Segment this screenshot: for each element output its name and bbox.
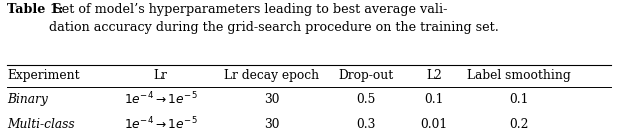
Text: L2: L2	[426, 69, 442, 82]
Text: 0.1: 0.1	[509, 93, 528, 106]
Text: Label smoothing: Label smoothing	[467, 69, 570, 82]
Text: Binary: Binary	[7, 93, 48, 106]
Text: 0.5: 0.5	[356, 93, 376, 106]
Text: 30: 30	[264, 118, 279, 131]
Text: 0.2: 0.2	[509, 118, 528, 131]
Text: 0.1: 0.1	[424, 93, 444, 106]
Text: Lr: Lr	[153, 69, 167, 82]
Text: $1e^{-4} \rightarrow 1e^{-5}$: $1e^{-4} \rightarrow 1e^{-5}$	[124, 91, 197, 108]
Text: Lr decay epoch: Lr decay epoch	[224, 69, 319, 82]
Text: Table 1:: Table 1:	[7, 3, 64, 16]
Text: 0.01: 0.01	[420, 118, 447, 131]
Text: Drop-out: Drop-out	[338, 69, 394, 82]
Text: Experiment: Experiment	[7, 69, 80, 82]
Text: $1e^{-4} \rightarrow 1e^{-5}$: $1e^{-4} \rightarrow 1e^{-5}$	[124, 116, 197, 133]
Text: Multi-class: Multi-class	[7, 118, 75, 131]
Text: 30: 30	[264, 93, 279, 106]
Text: Set of model’s hyperparameters leading to best average vali-
dation accuracy dur: Set of model’s hyperparameters leading t…	[49, 3, 499, 34]
Text: 0.3: 0.3	[356, 118, 376, 131]
